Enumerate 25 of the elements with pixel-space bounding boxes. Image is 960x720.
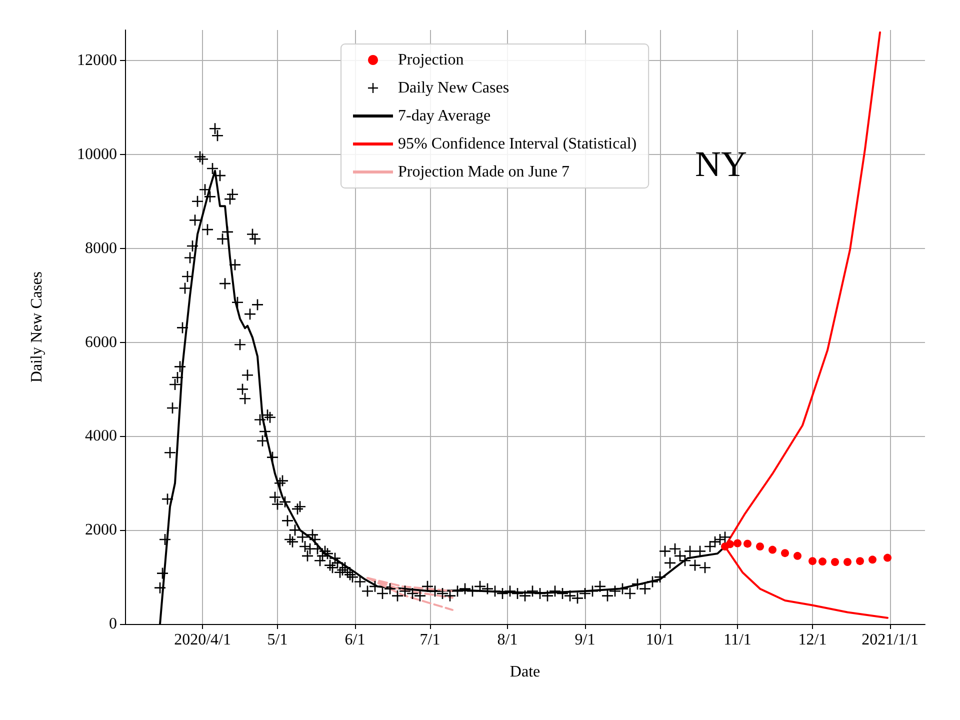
x-axis-title: Date (510, 664, 540, 680)
x-tick-label: 6/1 (344, 632, 366, 648)
annotation: NY (695, 144, 748, 184)
x-tick-label: 5/1 (267, 632, 288, 648)
legend-label: 7-day Average (398, 108, 491, 124)
y-tick-label: 6000 (85, 334, 117, 351)
y-tick-label: 4000 (85, 428, 117, 445)
legend-label: Projection (398, 52, 464, 68)
x-tick-label: 2020/4/1 (174, 632, 231, 648)
legend-label: Projection Made on June 7 (398, 164, 570, 180)
x-tick-label: 11/1 (724, 632, 752, 648)
y-axis-title: Daily New Cases (28, 271, 46, 383)
y-tick-label: 10000 (77, 146, 117, 163)
y-tick-label: 2000 (85, 522, 117, 539)
legend-label: 95% Confidence Interval (Statistical) (398, 136, 637, 152)
y-tick-label: 12000 (77, 52, 117, 70)
x-tick-label: 2021/1/1 (862, 632, 918, 648)
y-tick-label: 8000 (85, 240, 117, 257)
x-tick-label: 8/1 (497, 632, 518, 648)
x-tick-label: 12/1 (798, 632, 827, 648)
x-tick-label: 9/1 (574, 632, 596, 648)
x-tick-label: 10/1 (646, 632, 674, 648)
y-tick-label: 0 (109, 616, 117, 632)
x-tick-label: 7/1 (420, 632, 440, 648)
legend-label: Daily New Cases (398, 80, 510, 96)
